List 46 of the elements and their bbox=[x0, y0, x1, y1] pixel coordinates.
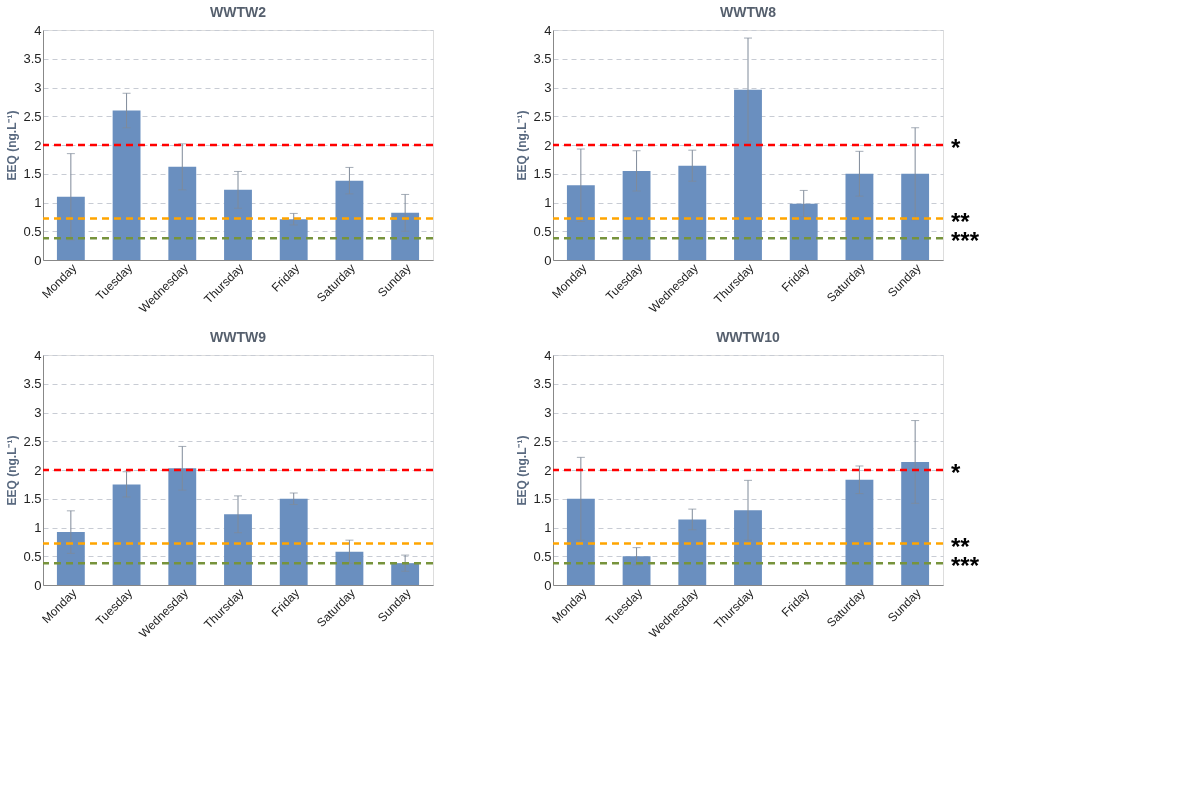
y-tick-label: 3 bbox=[544, 405, 552, 420]
chart-title: WWTW8 bbox=[720, 4, 777, 20]
chart-title: WWTW9 bbox=[210, 329, 267, 345]
y-tick-label: 0.5 bbox=[533, 223, 552, 239]
y-tick-label: 2 bbox=[34, 462, 42, 478]
y-tick-label: 1.5 bbox=[533, 491, 552, 507]
y-tick-label: 1 bbox=[34, 195, 42, 210]
y-tick-label: 0.5 bbox=[23, 223, 42, 239]
y-tick-label: 4 bbox=[34, 22, 42, 38]
y-tick-label: 2 bbox=[34, 137, 42, 153]
y-tick-label: 2.5 bbox=[533, 108, 552, 124]
y-tick-label: 1 bbox=[544, 520, 552, 535]
y-tick-label: 3 bbox=[544, 80, 552, 95]
ref-line-label: * bbox=[951, 134, 961, 161]
y-axis-title: EEQ (ng.L⁻¹) bbox=[5, 435, 20, 506]
chart-title: WWTW10 bbox=[716, 329, 781, 345]
y-tick-label: 2.5 bbox=[533, 433, 552, 449]
y-tick-label: 0 bbox=[34, 252, 42, 268]
y-axis-title: EEQ (ng.L⁻¹) bbox=[515, 110, 530, 181]
y-tick-label: 2.5 bbox=[23, 108, 42, 124]
y-tick-label: 3.5 bbox=[23, 376, 42, 392]
y-tick-label: 1 bbox=[34, 520, 42, 535]
y-tick-label: 0 bbox=[544, 252, 552, 268]
y-tick-label: 3.5 bbox=[533, 376, 552, 392]
chart-title: WWTW2 bbox=[210, 4, 267, 20]
y-tick-label: 2 bbox=[544, 462, 552, 478]
y-tick-label: 2.5 bbox=[23, 433, 42, 449]
y-tick-label: 1.5 bbox=[23, 491, 42, 507]
y-tick-label: 3 bbox=[34, 80, 42, 95]
y-tick-label: 2 bbox=[544, 137, 552, 153]
y-tick-label: 1.5 bbox=[533, 166, 552, 182]
y-tick-label: 0 bbox=[34, 577, 42, 593]
y-tick-label: 1 bbox=[544, 195, 552, 210]
y-tick-label: 0 bbox=[544, 577, 552, 593]
y-axis-title: EEQ (ng.L⁻¹) bbox=[515, 435, 530, 506]
y-axis-title: EEQ (ng.L⁻¹) bbox=[5, 110, 20, 181]
y-tick-label: 4 bbox=[544, 22, 552, 38]
y-tick-label: 0.5 bbox=[533, 548, 552, 564]
y-tick-label: 3.5 bbox=[23, 51, 42, 67]
y-tick-label: 3.5 bbox=[533, 51, 552, 67]
y-tick-label: 1.5 bbox=[23, 166, 42, 182]
y-tick-label: 4 bbox=[544, 347, 552, 363]
y-tick-label: 3 bbox=[34, 405, 42, 420]
y-tick-label: 4 bbox=[34, 347, 42, 363]
y-tick-label: 0.5 bbox=[23, 548, 42, 564]
ref-line-label: * bbox=[951, 459, 961, 486]
